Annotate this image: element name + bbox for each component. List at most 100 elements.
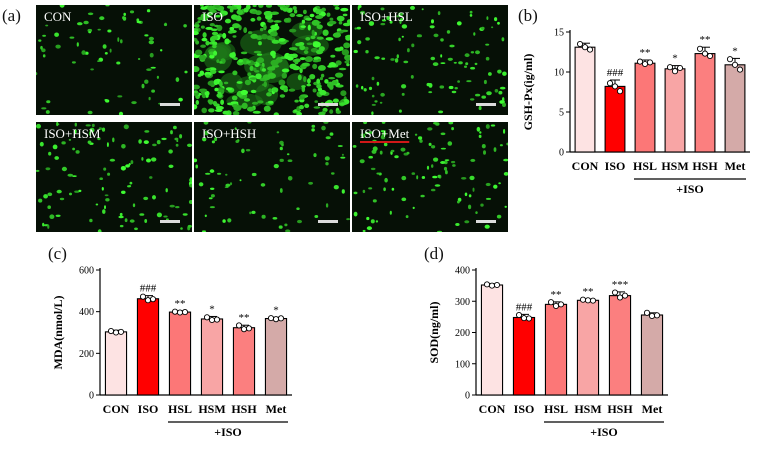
cell — [325, 37, 334, 41]
cell — [42, 222, 45, 227]
micrograph-con: CON — [36, 5, 192, 115]
cell — [451, 127, 454, 131]
cell — [456, 21, 462, 26]
cell — [502, 71, 507, 76]
cell — [493, 147, 497, 152]
cell-fluorescence — [194, 5, 350, 115]
cell — [188, 200, 192, 204]
cell — [485, 197, 492, 200]
cell — [360, 133, 365, 137]
cell — [194, 31, 199, 36]
x-tick-label: HSH — [231, 402, 257, 416]
cell — [466, 80, 472, 83]
data-point — [240, 326, 248, 333]
micrograph-label: CON — [44, 9, 72, 24]
cell — [312, 63, 318, 70]
cell — [229, 26, 235, 31]
cell — [231, 95, 238, 101]
cell — [74, 122, 77, 127]
cell — [257, 100, 264, 104]
cell — [339, 46, 344, 51]
cell — [54, 32, 59, 37]
cell — [307, 78, 311, 84]
cell — [411, 43, 415, 48]
cell — [353, 191, 358, 195]
cell — [323, 122, 329, 124]
cell — [419, 139, 423, 143]
significance-label: ### — [607, 67, 624, 79]
cell — [46, 100, 51, 104]
cell — [464, 192, 468, 197]
cell — [102, 44, 107, 49]
cell — [345, 34, 350, 39]
cell — [47, 192, 53, 197]
cell — [236, 5, 242, 11]
cell — [301, 19, 306, 24]
cell — [205, 26, 213, 30]
cell — [156, 212, 162, 218]
cell — [74, 129, 77, 134]
cell — [197, 20, 201, 23]
cell — [88, 31, 92, 34]
data-point — [557, 301, 565, 308]
cell — [165, 188, 168, 193]
cell — [380, 22, 386, 26]
cell — [232, 70, 238, 76]
cell — [426, 165, 430, 170]
cell — [300, 25, 306, 29]
cell — [267, 19, 274, 23]
cell — [478, 134, 482, 138]
cell — [296, 14, 304, 17]
y-tick-label: 400 — [79, 307, 94, 318]
cell — [440, 132, 446, 136]
cell — [314, 100, 318, 103]
cell — [287, 176, 293, 181]
cell — [410, 75, 414, 79]
cell — [303, 9, 307, 15]
cell — [437, 174, 441, 178]
cell — [215, 105, 224, 110]
data-point — [611, 289, 619, 296]
data-point — [653, 312, 661, 319]
cell — [455, 223, 460, 226]
cell — [440, 38, 444, 42]
cell — [494, 17, 498, 22]
cell — [401, 84, 407, 89]
cell — [481, 26, 485, 30]
cell — [501, 37, 505, 42]
cell — [233, 57, 238, 61]
group-label: +ISO — [590, 425, 618, 439]
cell — [368, 131, 374, 134]
cell — [194, 24, 200, 28]
cell — [263, 11, 272, 16]
cell — [297, 219, 302, 224]
cell — [250, 17, 256, 22]
cell — [112, 137, 115, 143]
cell — [222, 32, 227, 39]
cell — [202, 32, 207, 38]
cell — [433, 33, 439, 38]
cell — [491, 26, 494, 29]
cell — [485, 56, 490, 61]
cell — [74, 190, 80, 193]
data-point — [706, 52, 714, 60]
cell — [371, 111, 374, 115]
cell — [478, 106, 482, 111]
cell — [282, 5, 287, 9]
cell — [394, 58, 399, 63]
cell — [259, 27, 264, 32]
cell — [271, 24, 280, 31]
cell — [240, 89, 248, 96]
cell — [502, 102, 506, 107]
cell — [484, 224, 490, 229]
cell — [163, 215, 168, 218]
cell — [234, 127, 237, 130]
cell — [458, 61, 463, 65]
scale-bar — [476, 220, 496, 223]
data-point — [272, 316, 280, 323]
cell — [88, 131, 91, 136]
cell — [473, 32, 476, 36]
cell — [152, 143, 157, 147]
cell — [432, 62, 439, 66]
cell — [486, 16, 489, 20]
